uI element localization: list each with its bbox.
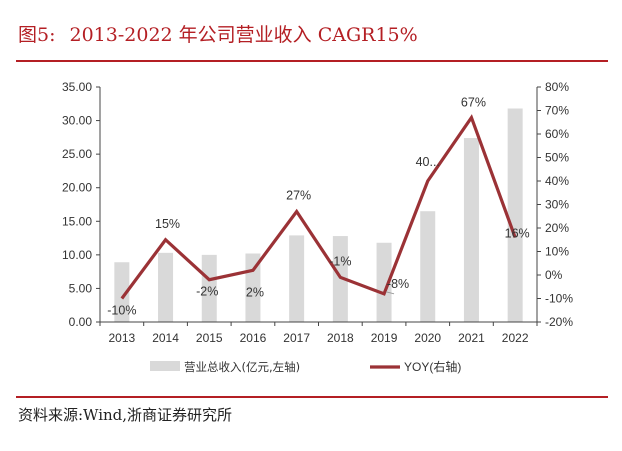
x-tick-label: 2018 <box>327 331 354 345</box>
yoy-label-leader <box>385 291 395 295</box>
figure-label: 图5: <box>18 24 56 46</box>
legend-bar-swatch <box>150 361 180 371</box>
right-tick-label: 10% <box>545 245 569 259</box>
x-tick-label: 2015 <box>196 331 223 345</box>
bar-2017 <box>289 235 305 322</box>
yoy-data-label: 16% <box>505 226 530 240</box>
yoy-data-label: -1% <box>329 254 351 268</box>
x-tick-label: 2014 <box>152 331 179 345</box>
left-tick-label: 10.00 <box>62 248 92 262</box>
left-tick-label: 25.00 <box>62 147 92 161</box>
yoy-data-label: -10% <box>107 304 136 318</box>
bar-2014 <box>158 252 174 322</box>
yoy-data-label: -2% <box>196 285 218 299</box>
bar-2022 <box>507 108 523 322</box>
bar-2021 <box>463 138 479 322</box>
left-tick-label: 5.00 <box>69 281 93 295</box>
source-note: 资料来源:Wind,浙商证券研究所 <box>18 406 233 424</box>
yoy-data-label: 15% <box>155 217 180 231</box>
x-tick-label: 2021 <box>458 331 485 345</box>
bar-2020 <box>420 211 436 322</box>
yoy-data-label: 27% <box>286 189 311 203</box>
x-tick-label: 2020 <box>414 331 441 345</box>
figure-title-text: 2013-2022 年公司营业收入 CAGR15% <box>69 24 418 46</box>
left-tick-label: 30.00 <box>62 114 92 128</box>
x-tick-label: 2019 <box>371 331 398 345</box>
right-tick-label: -10% <box>545 292 573 306</box>
right-tick-label: 40% <box>545 174 569 188</box>
left-tick-label: 20.00 <box>62 181 92 195</box>
right-tick-label: -20% <box>545 315 573 329</box>
left-tick-label: 0.00 <box>69 315 93 329</box>
right-tick-label: 50% <box>545 151 569 165</box>
yoy-line <box>120 114 517 300</box>
yoy-data-label: 67% <box>461 96 486 110</box>
legend-line-label: YOY(右轴) <box>404 359 461 374</box>
left-tick-label: 15.00 <box>62 214 92 228</box>
bar-2013 <box>114 262 130 322</box>
x-tick-label: 2013 <box>108 331 135 345</box>
right-tick-label: 20% <box>545 221 569 235</box>
right-tick-label: 30% <box>545 198 569 212</box>
right-tick-label: 80% <box>545 80 569 94</box>
legend-bar-label: 营业总收入(亿元,左轴) <box>184 360 300 374</box>
yoy-data-label: 40... <box>416 155 440 169</box>
left-tick-label: 35.00 <box>62 80 92 94</box>
right-tick-label: 70% <box>545 104 569 118</box>
title-rule <box>16 60 608 62</box>
yoy-data-label: 2% <box>246 285 264 299</box>
x-tick-label: 2017 <box>283 331 310 345</box>
bar-2019 <box>376 242 392 322</box>
source-rule <box>16 396 608 398</box>
chart-title: 图5: 2013-2022 年公司营业收入 CAGR15% <box>18 20 418 47</box>
yoy-data-label: -8% <box>387 277 409 291</box>
bar-2015 <box>201 254 217 322</box>
right-tick-label: 60% <box>545 127 569 141</box>
x-tick-label: 2016 <box>240 331 267 345</box>
x-tick-label: 2022 <box>502 331 529 345</box>
right-tick-label: 0% <box>545 268 563 282</box>
